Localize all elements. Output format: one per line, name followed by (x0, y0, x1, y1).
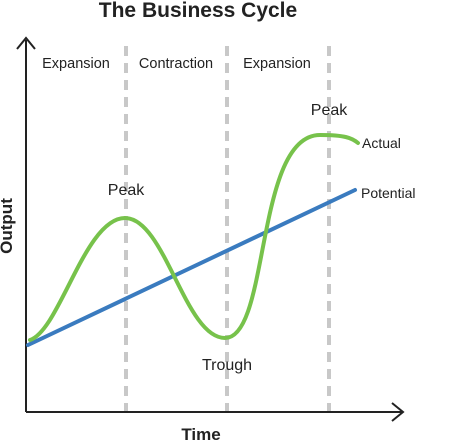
y-axis-arrowhead (16, 36, 36, 50)
diagram-title: The Business Cycle (99, 0, 297, 22)
actual-output-curve (28, 133, 360, 342)
phase-label-contraction: Contraction (139, 56, 213, 72)
potential-line-label: Potential (361, 185, 415, 201)
x-axis-label: Time (181, 425, 220, 442)
phase-dividers (124, 46, 331, 412)
axes (16, 36, 405, 422)
x-axis-arrowhead (391, 402, 405, 422)
phase-label-expansion-1: Expansion (42, 56, 110, 72)
peak-label-1: Peak (108, 182, 145, 199)
y-axis-label: Output (0, 198, 16, 254)
actual-line-label: Actual (362, 135, 401, 151)
trough-label: Trough (202, 357, 252, 374)
peak-label-2: Peak (311, 102, 348, 119)
potential-output-line (26, 188, 357, 347)
phase-label-expansion-2: Expansion (243, 56, 311, 72)
